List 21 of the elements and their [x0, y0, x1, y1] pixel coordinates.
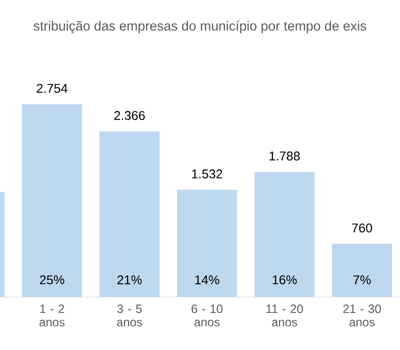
x-tick-label: 6 - 10 anos — [192, 304, 223, 326]
x-tick-label: 11 - 20 anos — [266, 304, 303, 326]
bar — [22, 104, 82, 297]
chart-title: stribuição das empresas do município por tempo de exis — [34, 20, 366, 34]
bar — [254, 172, 315, 297]
data-label: 2.754 — [36, 84, 68, 93]
annotation: 14% — [195, 275, 220, 284]
data-label: 2.366 — [114, 111, 145, 120]
bar — [177, 190, 238, 297]
data-label: 760 — [352, 223, 372, 232]
annotation: 16% — [272, 275, 297, 284]
data-label: 1.788 — [270, 151, 300, 160]
bar — [100, 131, 160, 297]
x-tick-label: 21 - 30 anos — [343, 304, 381, 326]
annotation: 7% — [354, 275, 371, 284]
data-label: 1.532 — [192, 169, 222, 178]
x-tick-label: 3 - 5 anos — [116, 304, 142, 326]
annotation: 25% — [40, 275, 64, 284]
x-tick-label: 1 - 2 anos — [39, 304, 65, 326]
bar — [332, 244, 392, 297]
annotation: 21% — [117, 275, 142, 284]
